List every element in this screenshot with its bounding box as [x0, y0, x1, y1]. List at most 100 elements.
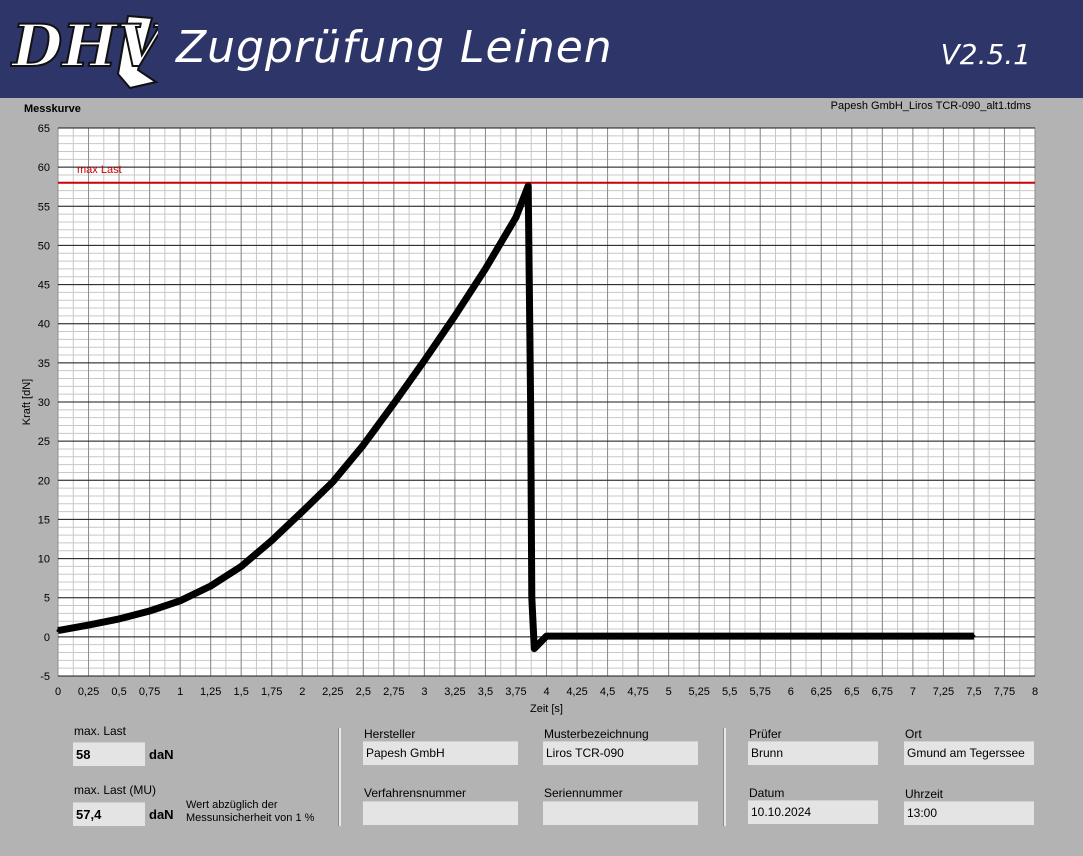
- location-label: Ort: [905, 727, 922, 741]
- x-tick-label: 5: [666, 686, 672, 698]
- x-tick-label: 2,5: [356, 686, 371, 698]
- x-tick-label: 1,75: [261, 686, 282, 698]
- y-tick-label: 25: [38, 436, 50, 448]
- x-tick-label: 7,75: [994, 686, 1015, 698]
- data-point: [270, 539, 274, 543]
- tick-labels: 0 0,25 0,5 0,75 1 1,25 1,5 1,75 2 2,25 2,5 2,75 3 3,2…: [38, 123, 1038, 698]
- mu-note-line2: Messunsicherheit von 1 %: [186, 812, 315, 824]
- x-tick-label: 2,25: [322, 686, 343, 698]
- serial-number-label: Seriennummer: [544, 786, 623, 800]
- data-point: [87, 623, 91, 627]
- tester-field[interactable]: Brunn: [748, 741, 878, 765]
- force-time-chart: 0 0,25 0,5 0,75 1 1,25 1,5 1,75 2 2,25 2,5 2,75 3 3,2…: [21, 123, 1038, 715]
- max-load-unit: daN: [149, 747, 174, 762]
- app-header: DHV Zugprüfung Leinen V2.5.1: [0, 0, 1083, 98]
- date-field[interactable]: 10.10.2024: [748, 800, 878, 824]
- series-group: [56, 182, 976, 653]
- data-point: [530, 596, 534, 600]
- data-point: [300, 510, 304, 514]
- y-tick-label: 60: [38, 162, 50, 174]
- x-tick-label: 5,25: [688, 686, 709, 698]
- manufacturer-field[interactable]: Papesh GmbH: [363, 741, 518, 765]
- x-tick-label: 1: [177, 686, 183, 698]
- y-tick-label: 35: [38, 358, 50, 370]
- x-tick-label: 7,5: [966, 686, 981, 698]
- x-tick-label: 2,75: [383, 686, 404, 698]
- separator: [338, 728, 341, 826]
- y-tick-label: 10: [38, 554, 50, 566]
- data-point: [529, 400, 533, 404]
- data-point: [789, 634, 793, 638]
- x-tick-label: 1,25: [200, 686, 221, 698]
- procedure-number-field[interactable]: [363, 801, 518, 825]
- data-point: [911, 634, 915, 638]
- date-label: Datum: [749, 786, 785, 800]
- x-tick-label: 6: [788, 686, 794, 698]
- x-tick-label: 5,5: [722, 686, 737, 698]
- time-label: Uhrzeit: [905, 787, 944, 801]
- y-tick-label: 55: [38, 201, 50, 213]
- y-tick-label: 15: [38, 514, 50, 526]
- x-tick-label: 3: [421, 686, 427, 698]
- version-label: V2.5.1: [940, 38, 1031, 71]
- y-tick-label: -5: [40, 671, 50, 683]
- x-axis-label: Zeit [s]: [530, 703, 563, 715]
- x-tick-label: 3,5: [478, 686, 493, 698]
- data-point: [526, 184, 530, 188]
- x-tick-label: 4,25: [566, 686, 587, 698]
- time-field[interactable]: 13:00: [904, 801, 1034, 825]
- mu-note-line1: Wert abzüglich der: [186, 799, 278, 811]
- x-tick-label: 3,25: [444, 686, 465, 698]
- x-tick-label: 0: [55, 686, 61, 698]
- x-tick-label: 2: [299, 686, 305, 698]
- x-tick-label: 5,75: [750, 686, 771, 698]
- y-tick-label: 5: [44, 593, 50, 605]
- data-point: [209, 584, 213, 588]
- serial-number-field[interactable]: [543, 801, 698, 825]
- sample-name-field[interactable]: Liros TCR-090: [543, 741, 698, 765]
- data-point: [361, 443, 365, 447]
- max-load-value: 58: [73, 742, 145, 766]
- data-point: [239, 564, 243, 568]
- x-tick-label: 0,75: [139, 686, 160, 698]
- x-tick-label: 1,5: [234, 686, 249, 698]
- data-point: [422, 359, 426, 363]
- x-tick-label: 6,25: [811, 686, 832, 698]
- y-tick-label: 30: [38, 397, 50, 409]
- y-tick-label: 45: [38, 280, 50, 292]
- data-point: [392, 402, 396, 406]
- max-load-mu-value: 57,4: [73, 802, 145, 826]
- mu-note: Wert abzüglich der Messunsicherheit von …: [186, 799, 314, 825]
- data-point: [545, 634, 548, 638]
- data-point: [453, 314, 457, 318]
- y-tick-label: 65: [38, 123, 50, 135]
- y-tick-label: 20: [38, 475, 50, 487]
- x-tick-label: 0,5: [111, 686, 126, 698]
- x-tick-label: 7,25: [933, 686, 954, 698]
- plot-label: Messkurve: [24, 103, 81, 115]
- x-tick-label: 4,5: [600, 686, 615, 698]
- x-tick-label: 6,75: [872, 686, 893, 698]
- y-axis-label: Kraft [dN]: [21, 379, 33, 425]
- x-tick-label: 3,75: [505, 686, 526, 698]
- data-point: [56, 629, 60, 633]
- manufacturer-label: Hersteller: [364, 727, 416, 741]
- data-point: [178, 599, 182, 603]
- x-tick-label: 4: [543, 686, 549, 698]
- max-load-line-label: max Last: [77, 164, 122, 176]
- tester-label: Prüfer: [749, 727, 782, 741]
- max-load-mu-label: max. Last (MU): [74, 783, 157, 797]
- x-tick-label: 7: [910, 686, 916, 698]
- data-point: [117, 617, 121, 621]
- major-grid: [57, 127, 1036, 677]
- x-tick-label: 4,75: [627, 686, 648, 698]
- location-field[interactable]: Gmund am Tegerssee: [904, 741, 1034, 765]
- x-tick-label: 6,5: [844, 686, 859, 698]
- max-load-label: max. Last: [74, 724, 127, 738]
- procedure-number-label: Verfahrensnummer: [364, 786, 467, 800]
- x-tick-label: 0,25: [78, 686, 99, 698]
- max-load-mu-unit: daN: [149, 807, 174, 822]
- y-tick-label: 0: [44, 632, 50, 644]
- separator: [723, 728, 726, 826]
- sample-name-label: Musterbezeichnung: [544, 727, 649, 741]
